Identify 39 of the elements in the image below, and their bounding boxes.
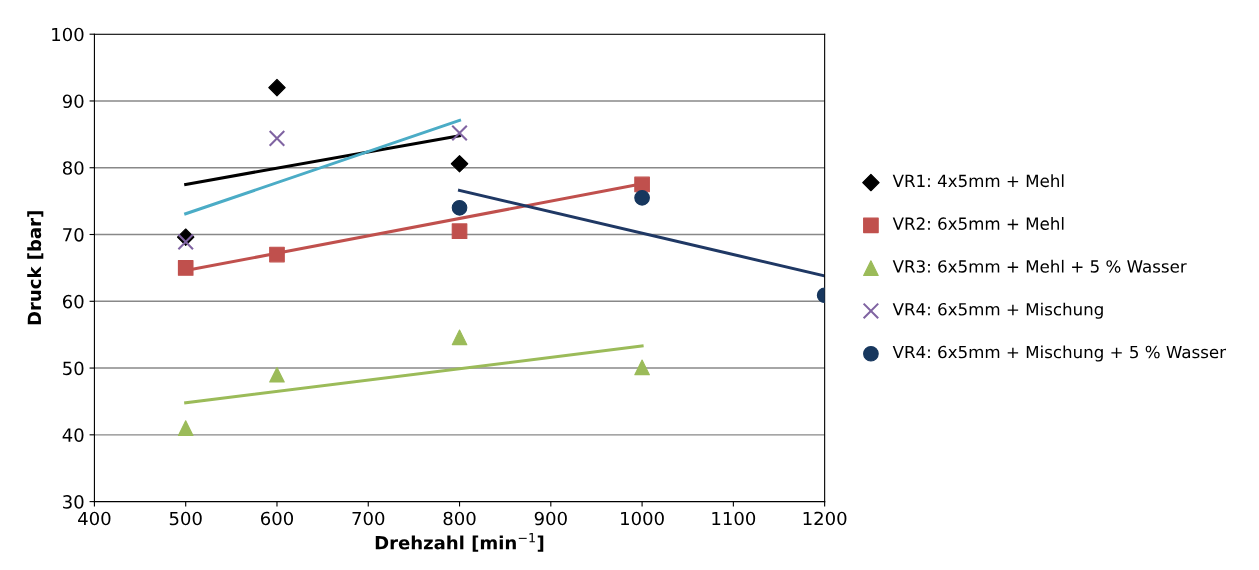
x-tick-label: 1000 [621,511,664,526]
x-tick-label: 1100 [712,511,756,526]
legend-label: VR3: 6x5mm + Mehl + 5 % Wasser [892,259,1187,273]
y-tick-label: 90 [62,94,84,109]
x-tick-label: 400 [78,511,111,526]
legend-label: VR4: 6x5mm + Mischung + 5 % Wasser [892,345,1227,362]
point [451,223,468,240]
x-tick-label: 600 [261,511,294,526]
point [177,233,195,251]
point [177,420,194,436]
y-tick-label: 100 [52,27,84,42]
point [450,154,469,173]
point [268,130,286,147]
point [269,246,285,263]
point [177,260,194,276]
point [269,366,285,383]
y-tick-label: 60 [62,294,84,309]
y-tick-label: 50 [63,361,84,376]
legend-label: VR2: 6x5mm + Mehl [892,217,1064,230]
y-tick-label: 30 [63,495,84,509]
legend-label: VR4: 6x5mm + Mischung [892,302,1103,319]
y-tick-label: 70 [63,227,84,242]
point [634,359,650,376]
x-axis-title: Drehzahl [min$^{−1}$] [375,533,544,552]
x-tick-label: 700 [352,511,385,526]
y-tick-label: 40 [62,428,84,442]
x-tick-label: 1200 [803,511,847,526]
point [451,124,468,142]
x-tick-label: 500 [169,511,202,526]
point [451,329,468,346]
point [634,176,650,193]
x-tick-label: 800 [443,511,476,526]
point [268,78,286,97]
y-tick-label: 80 [62,161,84,175]
y-axis-title: Druck [bar] [27,211,44,325]
point [634,189,650,206]
point [451,199,468,216]
legend-label: VR1: 4x5mm + Mehl [892,174,1064,188]
x-tick-label: 900 [534,511,567,526]
